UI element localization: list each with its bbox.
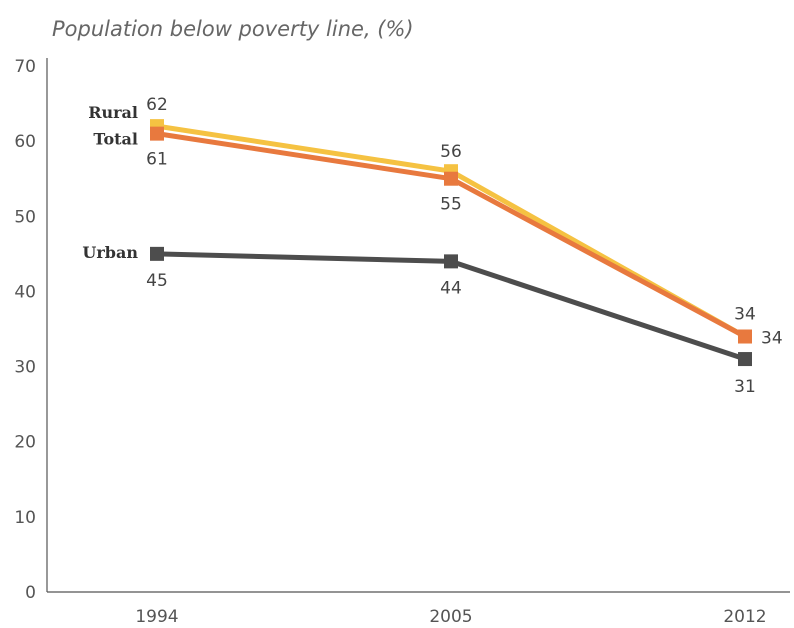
x-tick-labels: 1994 2005 2012 xyxy=(135,607,766,627)
data-label-rural: 62 xyxy=(146,95,168,115)
series-name-rural: Rural xyxy=(88,103,138,122)
data-label-rural: 56 xyxy=(440,142,462,162)
marker-total xyxy=(150,126,164,141)
x-tick-label: 1994 xyxy=(135,607,178,627)
y-tick-labels: 0 10 20 30 40 50 60 70 xyxy=(14,57,36,603)
marker-total xyxy=(444,171,458,186)
marker-urban xyxy=(150,246,164,261)
y-tick-label: 50 xyxy=(14,207,36,227)
series-name-labels: Rural Total Urban xyxy=(82,103,138,262)
data-label-urban: 45 xyxy=(146,271,168,291)
y-tick-label: 30 xyxy=(14,358,36,378)
y-tick-label: 0 xyxy=(25,583,36,603)
series-markers xyxy=(150,119,752,367)
marker-total xyxy=(738,329,752,344)
data-label-total: 55 xyxy=(440,195,462,215)
data-label-total: 34 xyxy=(761,329,783,349)
marker-urban xyxy=(738,352,752,367)
y-tick-label: 10 xyxy=(14,508,36,528)
y-tick-label: 70 xyxy=(14,57,36,77)
axes xyxy=(46,58,790,593)
data-labels: 62 56 34 61 55 34 45 44 31 xyxy=(146,95,782,397)
data-label-urban: 44 xyxy=(440,278,462,298)
y-tick-label: 40 xyxy=(14,282,36,302)
y-tick-label: 60 xyxy=(14,132,36,152)
series-name-total: Total xyxy=(93,130,138,149)
series-line-urban xyxy=(156,251,746,362)
data-label-urban: 31 xyxy=(734,377,756,397)
x-tick-label: 2012 xyxy=(723,607,766,627)
data-label-rural: 34 xyxy=(734,305,756,325)
series-line-total xyxy=(156,131,747,339)
x-tick-label: 2005 xyxy=(429,607,472,627)
marker-urban xyxy=(444,254,458,269)
data-label-total: 61 xyxy=(146,150,168,170)
y-tick-label: 20 xyxy=(14,433,36,453)
series-name-urban: Urban xyxy=(82,243,138,262)
y-axis-title: Population below poverty line, (%) xyxy=(52,17,414,41)
